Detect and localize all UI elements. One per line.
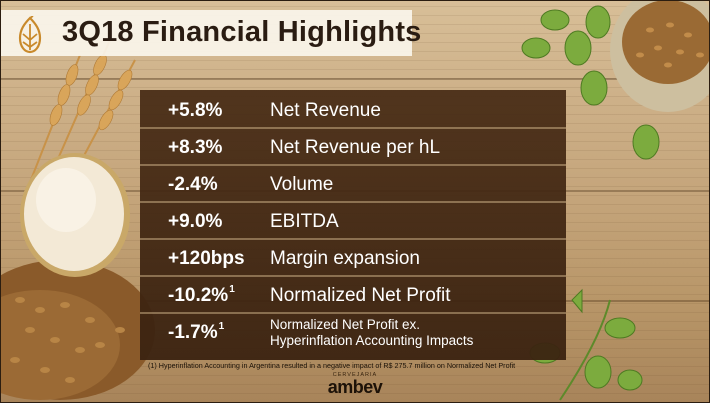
metric-value: +5.8% [168,100,223,121]
metric-label: Volume [270,174,334,195]
metric-value: +8.3% [168,137,223,158]
hop-logo-icon [18,16,42,54]
metric-value: +120bps [168,248,245,269]
metric-label: Net Revenue per hL [270,137,441,158]
metric-label: EBITDA [270,211,339,232]
highlight-row-volume: -2.4% Volume [140,166,566,203]
metric-label-line-2: Hyperinflation Accounting Impacts [270,333,474,348]
metric-value: -1.7%1 [168,320,225,343]
metric-label-line-1: Normalized Net Profit ex. [270,317,421,332]
beer-glass-illustration [20,153,130,277]
page-title: 3Q18 Financial Highlights [62,16,422,48]
metric-value: -2.4% [168,174,218,195]
brand-name: ambev [327,377,383,397]
row-divider [140,201,566,203]
grain-sack-illustration [610,0,710,112]
highlight-row-ebitda: +9.0% EBITDA [140,203,566,240]
wood-plank-seam [0,78,710,80]
metric-label: Net Revenue [270,100,381,121]
metric-label: Normalized Net Profit [270,285,451,306]
footnote: (1) Hyperinflation Accounting in Argenti… [148,361,516,370]
metric-label: Margin expansion [270,248,420,269]
brand-subtitle: CERVEJARIA [332,372,378,378]
brand-logo: CERVEJARIA ambev [325,372,385,396]
highlight-row-normalized-net-profit-ex-hyperinflation: -1.7%1 Normalized Net Profit ex. Hyperin… [140,314,566,351]
highlight-row-net-revenue-per-hl: +8.3% Net Revenue per hL [140,129,566,166]
row-divider [140,275,566,277]
row-divider [140,164,566,166]
footnote-mark: 1 [229,283,235,295]
row-divider [140,127,566,129]
metric-value: -10.2%1 [168,283,235,306]
highlight-row-margin-expansion: +120bps Margin expansion [140,240,566,277]
highlights-panel [140,90,566,360]
grain-pile-illustration [0,260,155,400]
highlight-row-normalized-net-profit: -10.2%1 Normalized Net Profit [140,277,566,314]
hops-illustration [521,5,660,160]
row-divider [140,238,566,240]
footnote-mark: 1 [218,320,225,332]
title-bar [0,10,412,56]
row-divider [140,312,566,314]
metric-value: +9.0% [168,211,223,232]
metric-label: Normalized Net Profit ex. Hyperinflation… [270,317,473,349]
highlight-row-net-revenue: +5.8% Net Revenue [140,92,566,129]
